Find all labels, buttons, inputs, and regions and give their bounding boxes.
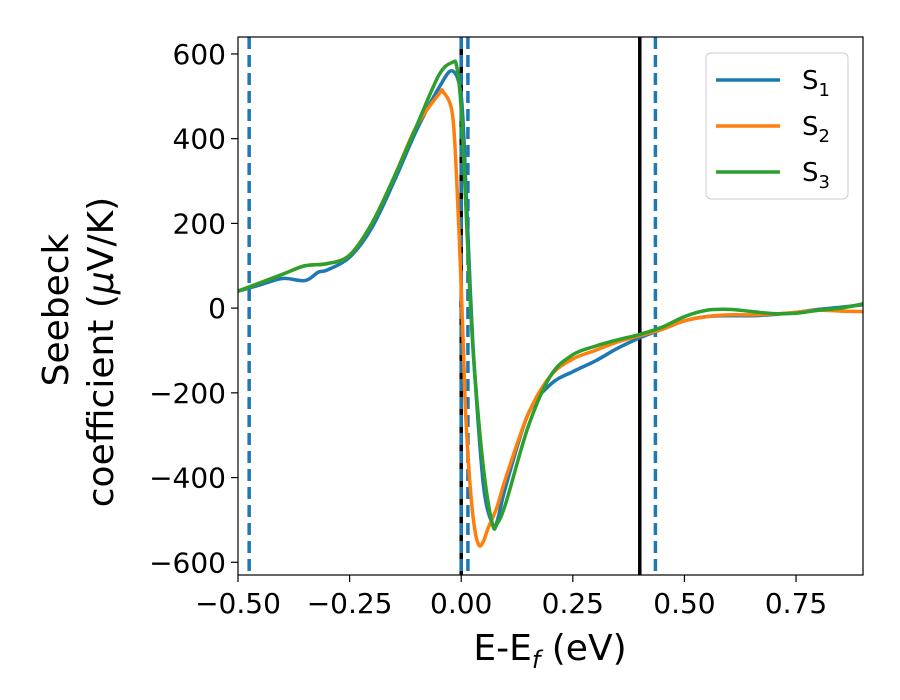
series-line-s3 [238,59,863,531]
legend-label-main: S [802,112,819,142]
legend-label-s2: S2 [802,112,830,147]
y-axis-label-line2: coefficient (μV/K) [81,197,122,507]
y-tick-label: 600 [173,38,226,71]
x-axis-ticks: −0.50 −0.25 0.00 0.25 0.50 0.75 [195,575,827,620]
plot-frame [237,36,864,576]
y-axis-label-line2-post: V/K) [81,197,122,271]
y-axis-label-line2-pre: coefficient ( [81,294,122,507]
legend-label-sub: 2 [819,126,830,147]
x-axis-label: E-Ef (eV) [473,628,626,674]
y-axis-label-line1: Seebeck [36,233,77,386]
y-axis-label: Seebeck coefficient (μV/K) [36,197,122,507]
x-tick-label: 0.50 [653,587,715,620]
y-tick-label: −200 [149,377,226,410]
y-tick-label: −600 [149,546,226,579]
y-tick-label: −400 [149,462,226,495]
x-tick-label: 0.75 [765,587,827,620]
y-tick-label: 400 [173,123,226,156]
y-tick-label: 0 [208,292,226,325]
series-lines [238,59,863,548]
y-tick-label: 200 [173,207,226,240]
legend-label-main: S [802,66,819,96]
x-tick-label: −0.50 [195,587,281,620]
legend-label-s3: S3 [802,158,830,193]
x-tick-label: −0.25 [307,587,393,620]
x-axis-label-main: E-E [473,628,531,669]
y-axis-ticks: 600 400 200 0 −200 −400 −600 [149,38,238,579]
legend-label-s1: S1 [802,66,830,101]
y-axis-label-mu: μ [81,271,122,295]
legend-label-sub: 3 [819,172,830,193]
x-tick-label: 0.00 [430,587,492,620]
legend-label-main: S [802,158,819,188]
legend-label-sub: 1 [819,80,830,101]
x-axis-label-unit: (eV) [540,628,626,669]
x-tick-label: 0.25 [542,587,604,620]
